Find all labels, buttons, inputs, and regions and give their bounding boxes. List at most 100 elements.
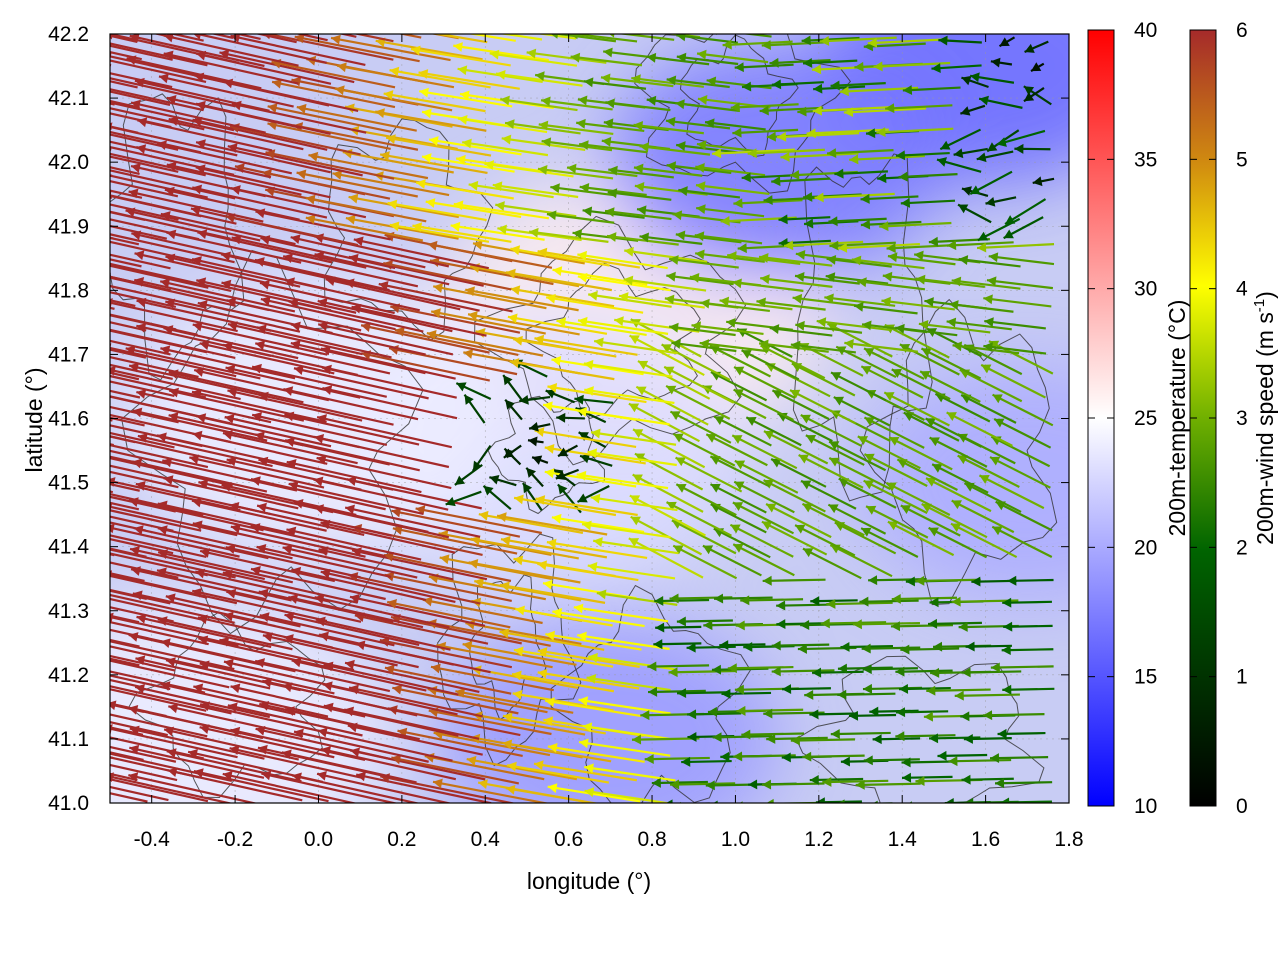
wind-vector-shaft <box>189 456 325 489</box>
wind-vector-shaft <box>430 665 554 692</box>
wind-vector-shaft <box>891 368 951 401</box>
wind-vector-shaft <box>322 387 458 420</box>
wind-vector-head <box>547 783 558 793</box>
wind-vector-head <box>499 628 510 639</box>
wind-vector-head <box>886 482 897 492</box>
wind-vector-head <box>957 455 968 465</box>
wind-vector-shaft <box>110 169 236 200</box>
wind-vector-head <box>727 663 737 674</box>
wind-vector-shaft <box>584 388 675 405</box>
wind-vector-shaft <box>265 151 395 180</box>
wind-vector-shaft <box>590 431 677 446</box>
wind-vector-shaft <box>110 263 116 268</box>
wind-vector-head <box>676 34 686 42</box>
wind-vector-head <box>35 72 45 82</box>
wind-vector-shaft <box>110 435 136 444</box>
wind-vector-head <box>965 641 975 652</box>
wind-vector-shaft <box>227 389 363 422</box>
wind-vector-shaft <box>389 69 491 89</box>
wind-vector-head <box>710 483 721 493</box>
wind-vector-head <box>737 243 747 254</box>
wind-vector-shaft <box>125 347 261 380</box>
wind-vector-head <box>11 498 21 508</box>
wind-vector-head <box>837 663 848 674</box>
wind-vector-shaft <box>433 285 547 310</box>
wind-vector-head <box>72 524 82 534</box>
wind-vector-head <box>510 285 521 296</box>
wind-vector-head <box>733 389 744 399</box>
wind-vector-shaft <box>134 685 271 719</box>
wind-vector-head <box>790 735 800 746</box>
wind-vector-head <box>706 76 717 87</box>
wind-vector-head <box>389 221 400 232</box>
wind-vector-shaft <box>157 502 293 535</box>
wind-vector-head <box>837 242 848 253</box>
wind-vector-head <box>932 463 943 473</box>
wind-vector-head <box>484 160 495 170</box>
wind-vector-head <box>702 545 714 555</box>
wind-vector-head <box>961 186 972 196</box>
wind-vector-shaft <box>110 775 234 803</box>
wind-vector-shaft <box>495 72 583 87</box>
wind-vector-head <box>546 210 557 221</box>
wind-vector-head <box>308 151 319 162</box>
wind-vector-shaft <box>375 110 487 132</box>
wind-vector-shaft <box>110 258 142 268</box>
wind-vector-head <box>833 396 845 406</box>
wind-vector-head <box>605 207 615 218</box>
wind-vector-shaft <box>110 395 231 425</box>
wind-vector-head <box>12 297 22 307</box>
wind-vector-shaft <box>635 385 709 426</box>
wind-vector-shaft <box>541 140 613 152</box>
wind-vector-head <box>541 137 552 148</box>
wind-vector-head <box>468 310 478 321</box>
wind-vector-shaft <box>582 724 673 741</box>
wind-vector-head <box>924 297 934 307</box>
wind-vector-head <box>700 298 710 309</box>
wind-vector-shaft <box>229 747 365 780</box>
wind-vector-shaft <box>665 119 731 130</box>
wind-vector-head <box>840 642 850 652</box>
wind-vector-head <box>992 526 1003 536</box>
wind-vector-shaft <box>551 358 644 376</box>
wind-vector-shaft <box>732 543 795 577</box>
wind-vector-shaft <box>919 370 981 403</box>
wind-vector-shaft <box>162 459 298 492</box>
wind-vector-head <box>712 148 722 159</box>
wind-vector-shaft <box>344 506 481 538</box>
wind-vector-shaft <box>552 610 645 628</box>
wind-vector-shaft <box>110 34 239 64</box>
wind-vector-head <box>39 498 49 508</box>
wind-vector-head <box>1005 215 1016 225</box>
wind-vector-head <box>291 76 302 87</box>
wind-vector-shaft <box>110 727 238 759</box>
wind-vector-shaft <box>131 232 267 265</box>
wind-vector-shaft <box>230 685 366 718</box>
wind-vector-shaft <box>290 341 426 375</box>
wind-speed-colorbar-tick-label: 0 <box>1236 795 1248 818</box>
wind-vector-head <box>606 232 617 242</box>
wind-vector-shaft <box>110 495 176 513</box>
wind-vector-head <box>195 100 206 111</box>
wind-vector-head <box>944 797 954 803</box>
wind-vector-head <box>529 227 539 238</box>
wind-vector-head <box>769 57 779 68</box>
wind-vector-head <box>503 375 513 386</box>
wind-vector-head <box>824 293 834 304</box>
wind-vector-head <box>305 194 316 205</box>
wind-vector-head <box>418 69 429 79</box>
wind-vector-head <box>826 254 837 265</box>
wind-vector-shaft <box>315 618 451 651</box>
wind-vector-shaft <box>0 504 106 534</box>
wind-vector-shaft <box>110 130 202 154</box>
wind-vector-shaft <box>349 595 486 627</box>
wind-vector-shaft <box>777 412 833 443</box>
wind-vector-shaft <box>226 590 362 623</box>
wind-vector-shaft <box>254 659 391 693</box>
wind-vector-shaft <box>110 614 140 624</box>
wind-vector-shaft <box>168 705 304 738</box>
wind-vector-shaft <box>989 755 1049 760</box>
terrain-contour <box>550 584 751 803</box>
wind-vector-head <box>961 774 971 785</box>
wind-vector-head <box>422 108 432 119</box>
